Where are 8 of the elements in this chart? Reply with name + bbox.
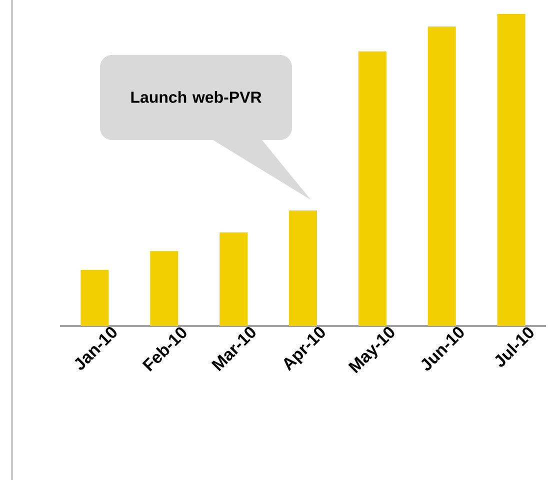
bar [289,210,318,326]
bar [80,270,109,326]
bar [428,26,456,326]
bar [150,251,178,326]
bar [358,51,386,326]
annotation: Launch web-PVR [131,91,262,103]
bar [220,232,248,326]
bar [497,14,526,326]
